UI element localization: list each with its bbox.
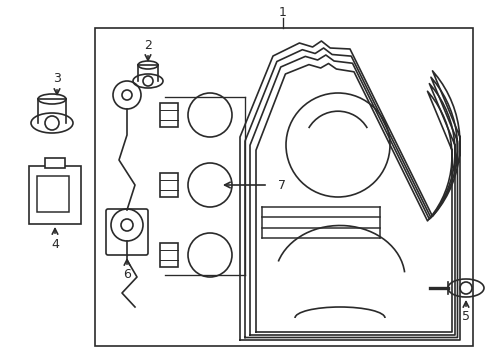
Text: 5: 5 xyxy=(461,310,469,324)
Text: 3: 3 xyxy=(53,72,61,85)
Bar xyxy=(160,103,178,127)
Text: 6: 6 xyxy=(123,269,131,282)
Bar xyxy=(45,158,65,168)
Text: 1: 1 xyxy=(279,5,286,18)
Text: 4: 4 xyxy=(51,238,59,251)
FancyBboxPatch shape xyxy=(106,209,148,255)
Bar xyxy=(37,176,69,212)
Text: 2: 2 xyxy=(144,39,152,51)
Bar xyxy=(160,173,178,197)
Bar xyxy=(29,166,81,224)
Bar xyxy=(160,243,178,267)
Bar xyxy=(95,28,472,346)
Text: 7: 7 xyxy=(278,179,285,192)
